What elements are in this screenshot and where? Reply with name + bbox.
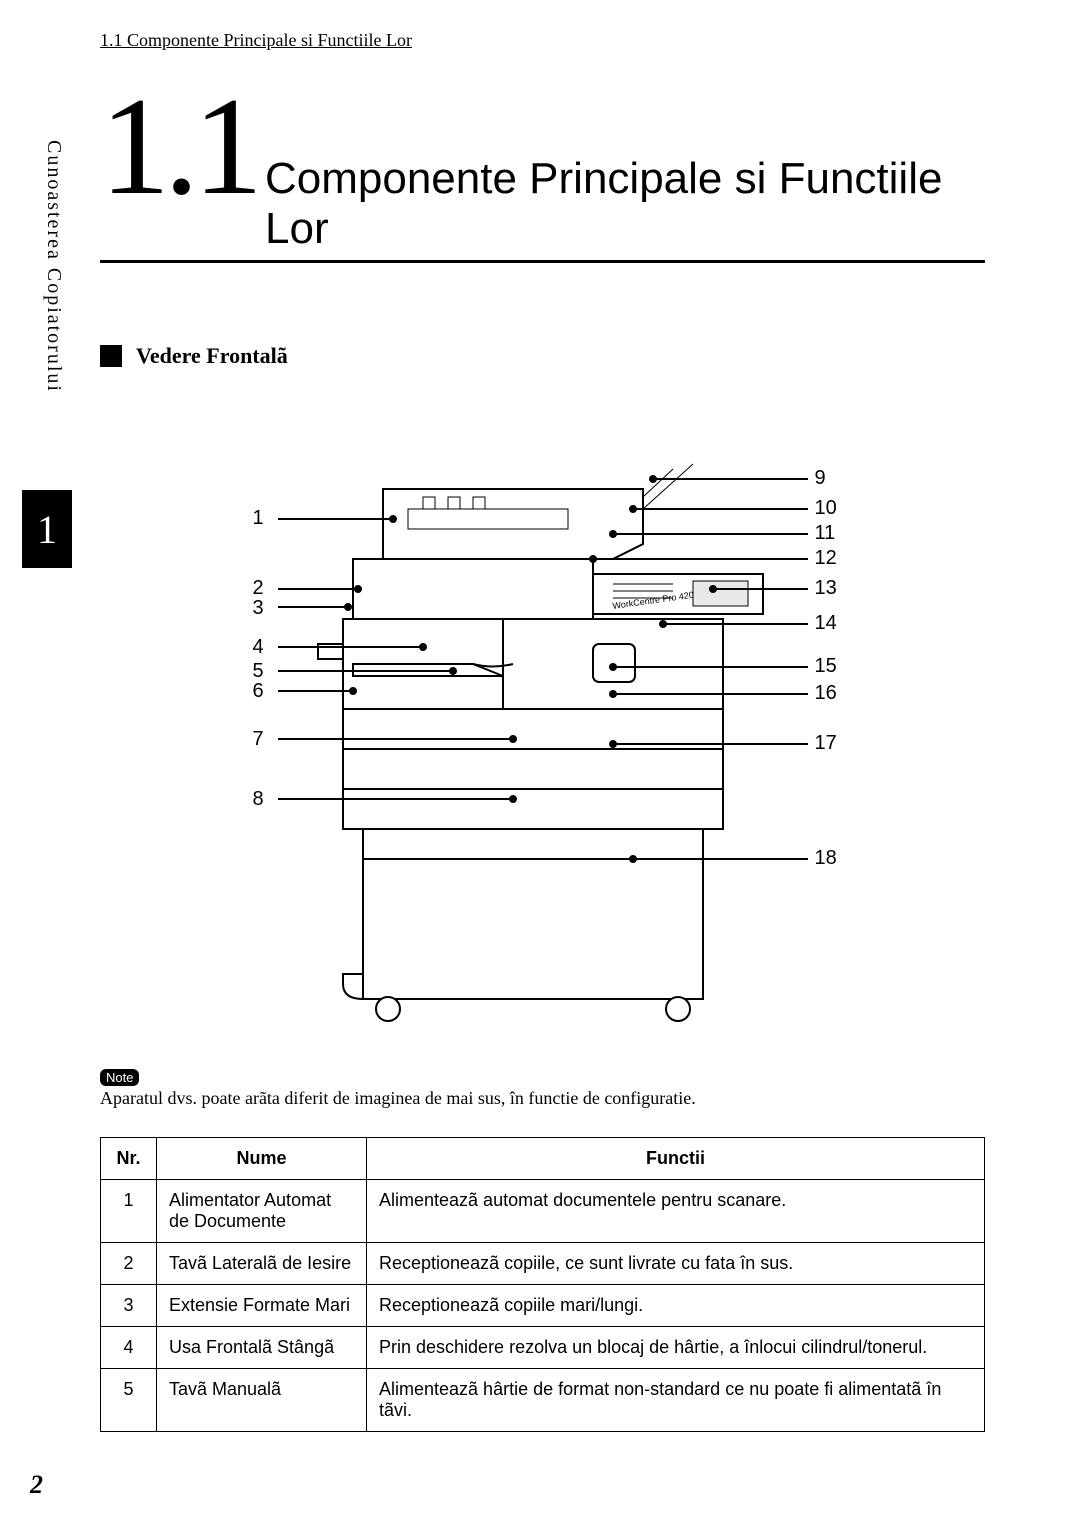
front-view-diagram: WorkCentre Pro 420 (153, 409, 933, 1029)
table-row: 3 Extensie Formate Mari Receptioneazã co… (101, 1285, 985, 1327)
cell-functii: Prin deschidere rezolva un blocaj de hâr… (367, 1327, 985, 1369)
cell-nume: Tavã Lateralã de Iesire (157, 1243, 367, 1285)
subsection-heading-row: Vedere Frontalã (100, 343, 985, 369)
table-header-row: Nr. Nume Functii (101, 1138, 985, 1180)
callout-right-16: 16 (815, 682, 837, 705)
page-number: 2 (30, 1470, 43, 1500)
cell-nr: 3 (101, 1285, 157, 1327)
chapter-tab: 1 (22, 490, 72, 568)
cell-nume: Usa Frontalã Stângã (157, 1327, 367, 1369)
callout-left-3: 3 (253, 597, 264, 620)
parts-table: Nr. Nume Functii 1 Alimentator Automat d… (100, 1137, 985, 1432)
callout-right-12: 12 (815, 547, 837, 570)
section-number: 1.1 (100, 91, 257, 203)
callout-right-14: 14 (815, 612, 837, 635)
note-badge: Note (100, 1069, 139, 1086)
cell-nume: Tavã Manualã (157, 1369, 367, 1432)
callout-left-4: 4 (253, 636, 264, 659)
cell-functii: Receptioneazã copiile, ce sunt livrate c… (367, 1243, 985, 1285)
col-nr: Nr. (101, 1138, 157, 1180)
table-row: 5 Tavã Manualã Alimenteazã hârtie de for… (101, 1369, 985, 1432)
callout-right-10: 10 (815, 497, 837, 520)
table-row: 4 Usa Frontalã Stângã Prin deschidere re… (101, 1327, 985, 1369)
callout-right-11: 11 (815, 522, 836, 545)
cell-nr: 5 (101, 1369, 157, 1432)
cell-nr: 1 (101, 1180, 157, 1243)
section-title-text: Componente Principale si Functiile Lor (265, 154, 985, 254)
callout-left-1: 1 (253, 507, 264, 530)
callout-left-8: 8 (253, 788, 264, 811)
cell-functii: Receptioneazã copiile mari/lungi. (367, 1285, 985, 1327)
cell-functii: Alimenteazã hârtie de format non-standar… (367, 1369, 985, 1432)
callout-right-9: 9 (815, 467, 826, 490)
side-chapter-label: Cunoasterea Copiatorului (42, 140, 65, 393)
cell-nr: 4 (101, 1327, 157, 1369)
callout-right-15: 15 (815, 655, 837, 678)
note-text: Aparatul dvs. poate arãta diferit de ima… (100, 1088, 985, 1109)
cell-nume: Alimentator Automat de Documente (157, 1180, 367, 1243)
subsection-heading: Vedere Frontalã (136, 343, 288, 369)
cell-nume: Extensie Formate Mari (157, 1285, 367, 1327)
callout-right-17: 17 (815, 732, 837, 755)
cell-functii: Alimenteazã automat documentele pentru s… (367, 1180, 985, 1243)
col-nume: Nume (157, 1138, 367, 1180)
table-row: 2 Tavã Lateralã de Iesire Receptioneazã … (101, 1243, 985, 1285)
square-bullet-icon (100, 345, 122, 367)
callout-left-7: 7 (253, 728, 264, 751)
callout-right-18: 18 (815, 847, 837, 870)
callout-right-13: 13 (815, 577, 837, 600)
section-title-row: 1.1 Componente Principale si Functiile L… (100, 91, 985, 263)
table-row: 1 Alimentator Automat de Documente Alime… (101, 1180, 985, 1243)
callout-left-6: 6 (253, 680, 264, 703)
cell-nr: 2 (101, 1243, 157, 1285)
running-header: 1.1 Componente Principale si Functiile L… (100, 30, 985, 51)
col-functii: Functii (367, 1138, 985, 1180)
